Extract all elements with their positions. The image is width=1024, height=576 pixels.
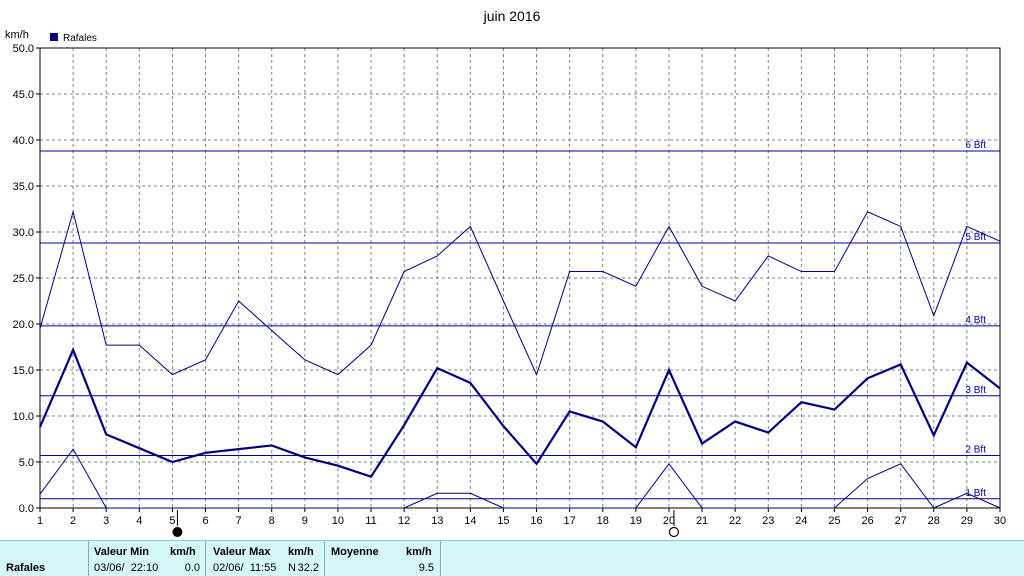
x-tick-label: 23	[762, 515, 774, 527]
avg-header: Moyenne	[331, 546, 379, 558]
beaufort-label: 1 Bft	[965, 488, 986, 499]
y-tick-label: 15.0	[13, 365, 34, 377]
max-cell: Valeur Max km/h 02/06/ 11:55 N 32.2	[205, 541, 324, 576]
x-tick-label: 2	[70, 515, 76, 527]
y-tick-label: 45.0	[13, 89, 34, 101]
y-tick-label: 25.0	[13, 273, 34, 285]
y-axis-label: km/h	[5, 29, 29, 41]
y-tick-label: 10.0	[13, 411, 34, 423]
x-tick-label: 26	[861, 515, 873, 527]
x-tick-label: 20	[663, 515, 675, 527]
min-cell: Valeur Min km/h 03/06/ 22:10 0.0	[88, 541, 205, 576]
y-tick-label: 50.0	[13, 43, 34, 55]
x-tick-label: 13	[431, 515, 443, 527]
x-tick-label: 21	[696, 515, 708, 527]
avg-unit: km/h	[406, 546, 432, 558]
x-tick-label: 30	[994, 515, 1006, 527]
y-tick-label: 0.0	[19, 503, 34, 515]
x-tick-label: 17	[564, 515, 576, 527]
legend-label: Rafales	[63, 33, 97, 44]
x-tick-label: 6	[202, 515, 208, 527]
y-tick-label: 40.0	[13, 135, 34, 147]
legend-swatch	[50, 33, 58, 41]
y-tick-label: 5.0	[19, 457, 34, 469]
series-line-moyenne	[38, 346, 1001, 479]
x-tick-label: 5	[169, 515, 175, 527]
new-moon-icon	[172, 527, 183, 537]
x-tick-label: 11	[365, 515, 376, 527]
chart: 1 Bft 2 Bft 3 Bft 4 Bft 5 Bft 6 Bft 0.0 5.0 10.0…	[5, 8, 1006, 538]
series-line-max	[39, 209, 1001, 376]
min-unit: km/h	[170, 546, 196, 558]
min-header: Valeur Min	[94, 546, 150, 558]
avg-value: 9.5	[418, 562, 434, 574]
y-tick-label: 30.0	[13, 227, 34, 239]
x-tick-label: 29	[961, 515, 973, 527]
y-tick-label: 35.0	[13, 181, 34, 193]
y-tick-label: 20.0	[13, 319, 34, 331]
row-label: Rafales	[6, 562, 46, 574]
x-tick-label: 28	[928, 515, 940, 527]
beaufort-label: 5 Bft	[965, 232, 986, 243]
series-line-min	[39, 448, 1001, 509]
x-tick-label: 10	[332, 515, 344, 527]
x-tick-label: 15	[497, 515, 509, 527]
x-tick-label: 12	[398, 515, 410, 527]
x-tick-label: 3	[103, 515, 109, 527]
beaufort-label: 4 Bft	[965, 315, 986, 326]
max-date: 02/06/ 11:55	[213, 562, 277, 574]
min-date: 03/06/ 22:10	[94, 562, 159, 574]
max-direction: N	[288, 562, 296, 574]
x-tick-label: 19	[630, 515, 642, 527]
x-tick-label: 9	[302, 515, 308, 527]
x-tick-label: 14	[464, 515, 476, 527]
x-tick-label: 7	[236, 515, 242, 527]
beaufort-label: 6 Bft	[965, 140, 986, 151]
avg-cell: Moyenne km/h 9.5	[324, 541, 441, 576]
x-tick-label: 8	[269, 515, 275, 527]
beaufort-label: 2 Bft	[965, 445, 986, 456]
stats-table: Rafales Valeur Min km/h 03/06/ 22:10 0.0…	[0, 540, 1024, 576]
x-tick-label: 4	[136, 515, 142, 527]
x-tick-label: 1	[37, 515, 43, 527]
x-tick-label: 22	[729, 515, 741, 527]
x-tick-label: 18	[597, 515, 609, 527]
x-tick-label: 27	[895, 515, 907, 527]
x-tick-label: 25	[828, 515, 840, 527]
max-value: 32.2	[297, 562, 319, 574]
max-unit: km/h	[288, 546, 314, 558]
x-tick-label: 16	[530, 515, 542, 527]
x-tick-label: 24	[795, 515, 807, 527]
min-value: 0.0	[184, 562, 200, 574]
full-moon-icon	[668, 526, 680, 538]
chart-title: juin 2016	[483, 8, 541, 24]
max-header: Valeur Max	[213, 546, 271, 558]
beaufort-label: 3 Bft	[965, 385, 986, 396]
